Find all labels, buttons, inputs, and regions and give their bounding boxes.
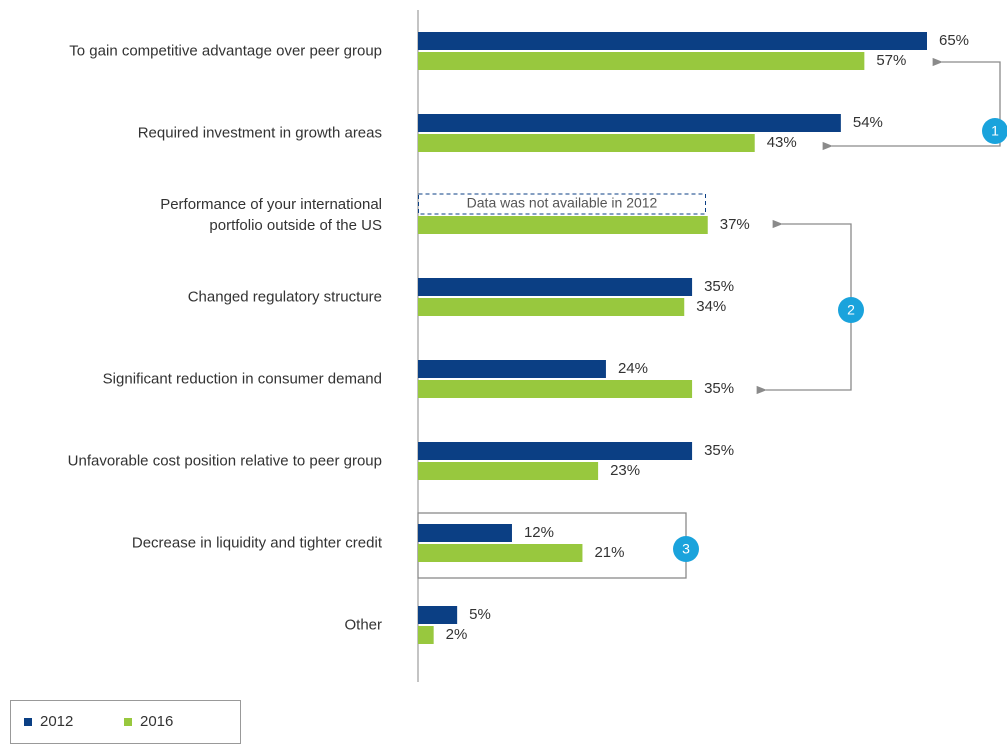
callout-badge [838,297,864,323]
value-label: 35% [704,278,734,295]
missing-data-box [418,193,706,215]
value-label: 37% [720,216,750,233]
value-label: 57% [876,52,906,69]
value-label: 43% [767,134,797,151]
value-label: 35% [704,442,734,459]
callout-badge [673,536,699,562]
category-label: Performance of your international portfo… [160,196,382,234]
legend-label: 2012 [40,713,73,730]
legend-swatch [24,718,32,726]
bar [418,462,599,480]
value-label: 5% [469,606,491,623]
category-label: Unfavorable cost position relative to pe… [67,452,382,470]
category-label: Required investment in growth areas [137,124,382,142]
legend-label: 2016 [140,713,173,730]
bar [418,134,755,152]
value-label: 21% [594,544,624,561]
value-label: 23% [610,462,640,479]
bar [418,216,708,234]
category-label: Significant reduction in consumer demand [102,370,382,388]
callout-number: 3 [682,541,690,557]
value-label: 65% [939,32,969,49]
bar [418,626,434,644]
bar [418,524,512,542]
category-label: Changed regulatory structure [187,288,382,306]
bar [418,606,458,624]
bar [418,544,583,562]
legend-swatch [124,718,132,726]
callout-number: 2 [847,302,855,318]
value-label: 12% [524,524,554,541]
bar [418,32,927,50]
annotation: Data was not available in 2012 [467,195,658,211]
category-label: Decrease in liquidity and tighter credit [131,534,382,552]
callout-badge [982,118,1007,144]
value-label: 54% [853,114,883,131]
bar [418,442,693,460]
category-label: Other [344,616,382,634]
callout-bracket [822,57,1001,151]
bar [418,380,693,398]
bar [418,52,865,70]
category-label: To gain competitive advantage over peer … [69,42,382,60]
value-label: 2% [446,626,468,643]
bar [418,298,685,316]
value-label: 35% [704,380,734,397]
value-label: 24% [618,360,648,377]
bar [418,360,606,378]
value-label: 34% [696,298,726,315]
bar [418,114,841,132]
callout-number: 1 [991,123,999,139]
callout-bracket [756,219,852,395]
bar [418,278,693,296]
